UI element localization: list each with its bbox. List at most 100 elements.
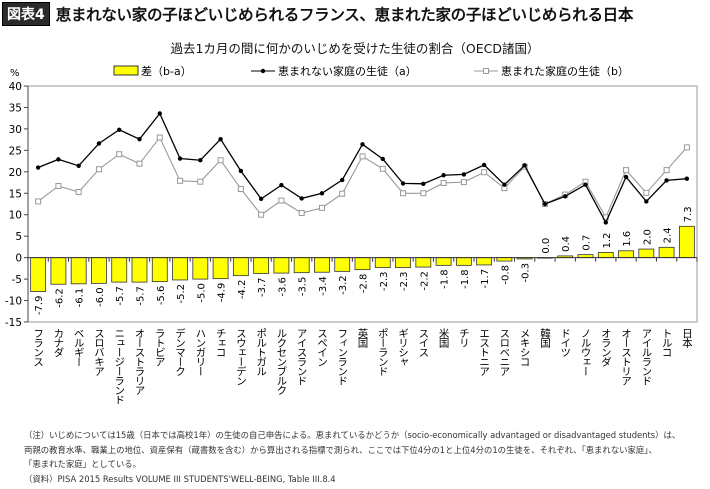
category-label: フィンランド — [336, 328, 348, 386]
bar — [597, 252, 614, 259]
bar — [172, 257, 188, 281]
marker-a — [542, 201, 548, 207]
bar-label: -1.7 — [480, 269, 491, 289]
marker-b — [136, 160, 143, 167]
bar-label: 1.2 — [602, 233, 613, 249]
marker-b — [237, 185, 244, 192]
marker-a — [340, 177, 345, 183]
marker-a — [441, 173, 446, 178]
bar — [70, 257, 87, 285]
marker-a — [258, 196, 264, 202]
y-axis-unit: % — [10, 68, 20, 79]
marker-b — [663, 167, 670, 174]
bar-label: -2.3 — [379, 272, 390, 292]
series-line — [37, 112, 687, 224]
marker-b — [318, 204, 325, 211]
marker-b — [177, 177, 184, 184]
marker-a — [360, 142, 365, 147]
marker-b — [35, 198, 42, 205]
category-label: エストニア — [478, 328, 490, 376]
marker-a — [421, 181, 426, 187]
bar-label: -5.7 — [115, 286, 126, 306]
marker-b — [683, 144, 690, 151]
marker-b — [379, 165, 386, 172]
legend-label: 恵まれた家庭の生徒（b） — [501, 64, 629, 78]
category-label: 日本 — [681, 328, 693, 349]
bar — [354, 257, 371, 271]
note-line: 両親の教育水準、職業上の地位、資産保有（蔵書数を含む）から算出される指標で測られ… — [24, 444, 657, 455]
note-line: （注）いじめについては15歳（日本では高校1年）の生徒の自己申告による。恵まれて… — [24, 430, 681, 440]
bar-label: -6.2 — [54, 288, 65, 308]
marker-b — [217, 157, 224, 164]
bar — [334, 257, 351, 272]
bar-label: -3.5 — [298, 277, 309, 297]
bar — [415, 257, 432, 268]
category-label: ルクセンブルク — [275, 328, 287, 395]
marker-a — [583, 182, 588, 187]
marker-a — [461, 172, 467, 177]
marker-a — [684, 176, 690, 181]
marker-a — [238, 168, 244, 174]
marker-a — [623, 174, 629, 180]
bar — [30, 257, 47, 292]
marker-b — [339, 190, 346, 197]
marker-a — [522, 163, 527, 168]
marker-b — [643, 189, 650, 196]
legend-swatch-bar — [113, 65, 139, 76]
bar — [273, 257, 290, 274]
note-line: （資料）PISA 2015 Results VOLUME III STUDENT… — [24, 473, 336, 484]
marker-a — [319, 191, 325, 196]
bar-label: 0.7 — [582, 235, 593, 251]
category-label: ベルギー — [73, 328, 85, 366]
bar — [293, 257, 310, 274]
category-label: ラトビア — [154, 328, 166, 367]
marker-b — [298, 210, 305, 217]
y-tick-label: 0 — [15, 253, 22, 265]
bar-label: -2.3 — [399, 272, 410, 292]
marker-b — [481, 169, 488, 176]
bar-label: -5.7 — [136, 286, 147, 306]
bar — [395, 257, 411, 268]
marker-a — [35, 165, 41, 170]
marker-a — [157, 111, 162, 116]
bar-label: 0.0 — [541, 238, 552, 254]
bar-label: -7.9 — [34, 296, 45, 316]
bar — [212, 257, 229, 280]
bar — [638, 248, 655, 259]
marker-b — [400, 190, 407, 197]
bar — [658, 246, 675, 259]
category-label: オーストラリア — [134, 328, 146, 395]
marker-a — [603, 220, 608, 225]
marker-a — [563, 194, 568, 199]
bar — [435, 257, 452, 266]
category-label: メキシコ — [519, 328, 531, 367]
bar-label: -0.8 — [500, 265, 511, 285]
category-label: ポーランド — [377, 328, 389, 376]
marker-b — [95, 166, 102, 173]
category-label: オーストリア — [620, 328, 632, 386]
legend-label: 差（b-a） — [141, 64, 192, 78]
bar-label: -5.6 — [156, 286, 167, 306]
category-label: スウェーデン — [235, 328, 247, 385]
bar-label: 7.3 — [683, 206, 694, 222]
marker-b — [278, 197, 285, 204]
marker-a — [644, 199, 649, 204]
category-label: ニュージーランド — [113, 328, 125, 405]
marker-b — [197, 178, 204, 185]
chart-title: 過去1カ月の間に何かのいじめを受けた生徒の割合（OECD諸国） — [170, 41, 540, 56]
category-label: オランダ — [600, 328, 612, 367]
bar-label: -0.3 — [521, 263, 532, 283]
y-tick-label: 15 — [9, 188, 22, 200]
bar-label: -3.6 — [277, 277, 288, 297]
bar — [374, 257, 391, 268]
category-label: スロベニア — [498, 328, 510, 376]
bar-label: -1.8 — [440, 269, 451, 289]
bar — [476, 257, 493, 266]
marker-a — [56, 157, 61, 162]
bar-label: -3.7 — [257, 278, 268, 298]
marker-b — [258, 211, 265, 218]
category-label: ハンガリー — [194, 328, 206, 376]
legend-marker-a — [260, 68, 266, 74]
bar-label: 1.6 — [622, 231, 633, 247]
bar-label: -3.4 — [318, 276, 329, 296]
